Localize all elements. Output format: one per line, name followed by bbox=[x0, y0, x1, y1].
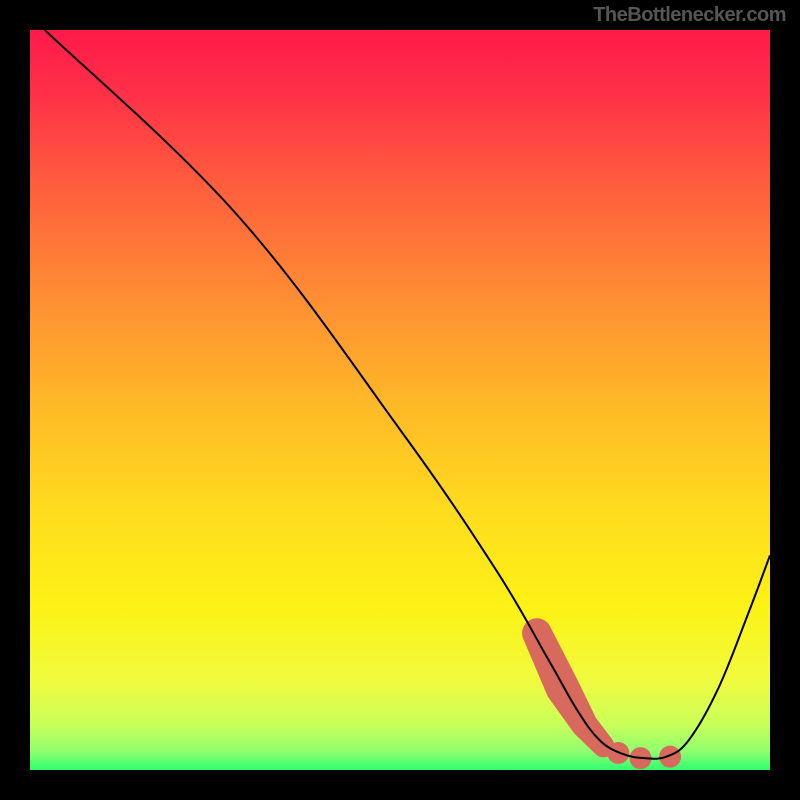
watermark-text: TheBottlenecker.com bbox=[593, 4, 786, 27]
chart-svg bbox=[30, 30, 770, 770]
chart-plot-area bbox=[30, 30, 770, 770]
highlight-dot bbox=[659, 746, 681, 768]
chart-background-gradient bbox=[30, 30, 770, 770]
